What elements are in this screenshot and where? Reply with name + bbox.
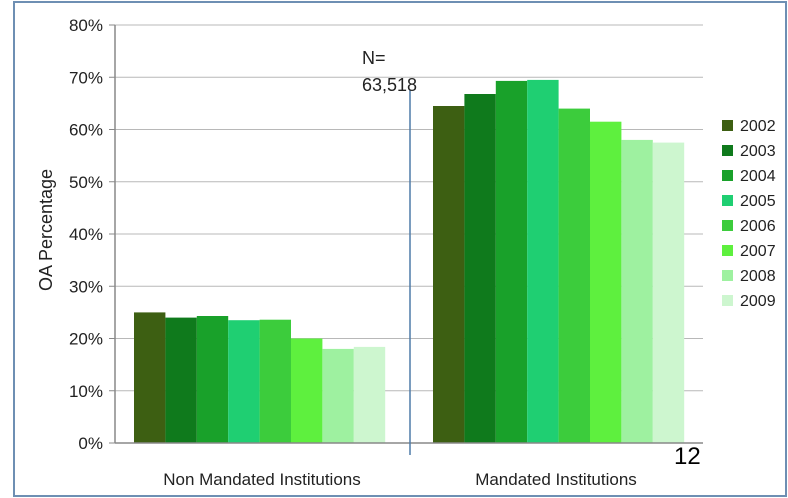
y-tick-label: 50% xyxy=(69,173,103,192)
bar-2007-1 xyxy=(590,121,622,443)
y-axis-ticks: 0% 10% 20% 30% 40% 50% 60% 70% 80% xyxy=(69,16,115,453)
bar-2005-0 xyxy=(228,320,260,443)
legend-label-2009: 2009 xyxy=(740,293,776,310)
bar-2004-1 xyxy=(495,80,528,444)
y-tick-label: 0% xyxy=(78,434,103,453)
legend-swatch-2008 xyxy=(722,270,733,281)
bar-2008-1 xyxy=(621,139,653,443)
bar-2003-1 xyxy=(464,94,496,443)
bar-2008-0 xyxy=(322,348,354,443)
bar-2009-1 xyxy=(652,142,685,443)
bar-2004-0 xyxy=(196,316,229,443)
x-category-label-non-mandated: Non Mandated Institutions xyxy=(163,470,361,489)
y-axis-label: OA Percentage xyxy=(36,169,56,291)
bar-2009-0 xyxy=(353,346,386,443)
legend-swatch-2004 xyxy=(722,170,733,181)
legend-swatch-2007 xyxy=(722,245,733,256)
bar-2006-0 xyxy=(259,319,291,443)
annotation-n-value: 63,518 xyxy=(362,75,417,95)
legend-label-2004: 2004 xyxy=(740,168,776,185)
legend-label-2005: 2005 xyxy=(740,193,776,210)
legend-swatch-2005 xyxy=(722,195,733,206)
x-category-label-mandated: Mandated Institutions xyxy=(475,470,637,489)
legend: 2002 2003 2004 2005 2006 2007 2008 2009 xyxy=(722,118,776,310)
y-tick-label: 20% xyxy=(69,330,103,349)
legend-swatch-2009 xyxy=(722,295,733,306)
y-tick-label: 30% xyxy=(69,277,103,296)
legend-label-2003: 2003 xyxy=(740,143,776,160)
bar-2006-1 xyxy=(558,108,590,443)
legend-swatch-2003 xyxy=(722,145,733,156)
y-tick-label: 60% xyxy=(69,121,103,140)
page-number: 12 xyxy=(674,443,701,470)
y-tick-label: 10% xyxy=(69,382,103,401)
bar-2002-1 xyxy=(433,106,465,443)
legend-label-2008: 2008 xyxy=(740,268,776,285)
legend-label-2006: 2006 xyxy=(740,218,776,235)
y-tick-label: 80% xyxy=(69,16,103,35)
legend-label-2007: 2007 xyxy=(740,243,776,260)
legend-label-2002: 2002 xyxy=(740,118,776,135)
bar-2005-1 xyxy=(527,79,559,444)
bar-2007-0 xyxy=(291,338,323,443)
legend-swatch-2006 xyxy=(722,220,733,231)
legend-swatch-2002 xyxy=(722,120,733,131)
annotation-n-label: N= xyxy=(362,48,386,68)
y-tick-label: 40% xyxy=(69,225,103,244)
bar-2003-0 xyxy=(165,317,197,443)
y-tick-label: 70% xyxy=(69,68,103,87)
bars xyxy=(134,79,685,444)
bar-2002-0 xyxy=(134,312,166,443)
